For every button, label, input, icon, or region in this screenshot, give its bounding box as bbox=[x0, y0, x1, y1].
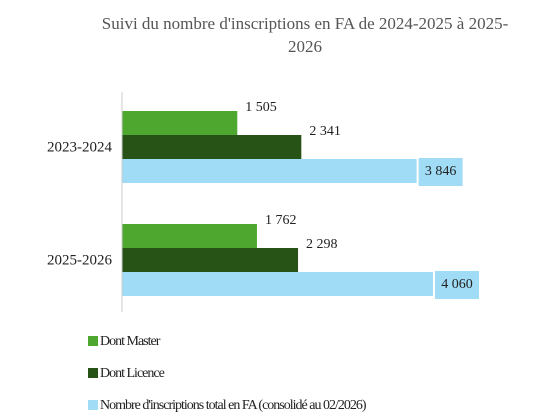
category-label: 2023-2024 bbox=[47, 139, 112, 155]
legend-label: Nombre d'inscriptions total en FA (conso… bbox=[100, 398, 367, 413]
bar bbox=[122, 224, 257, 248]
data-label: 1 762 bbox=[265, 213, 297, 228]
chart-title: Suivi du nombre d'inscriptions en FA de … bbox=[101, 14, 509, 56]
bar bbox=[122, 111, 238, 135]
bar bbox=[122, 135, 302, 159]
bar bbox=[122, 248, 299, 272]
data-label: 3 846 bbox=[425, 164, 457, 179]
label-box bbox=[418, 158, 463, 186]
bar bbox=[122, 272, 433, 296]
label-box bbox=[434, 271, 479, 299]
legend-swatch bbox=[88, 400, 98, 410]
legend-label: Dont Master bbox=[100, 334, 161, 349]
legend-label: Dont Licence bbox=[100, 366, 165, 381]
legend-swatch bbox=[88, 336, 98, 346]
bar bbox=[122, 159, 417, 183]
data-label: 4 060 bbox=[441, 277, 473, 292]
data-label: 2 341 bbox=[309, 124, 341, 139]
legend-swatch bbox=[88, 368, 98, 378]
data-label: 2 298 bbox=[306, 237, 338, 252]
category-label: 2025-2026 bbox=[47, 252, 112, 268]
data-label: 1 505 bbox=[245, 100, 277, 115]
